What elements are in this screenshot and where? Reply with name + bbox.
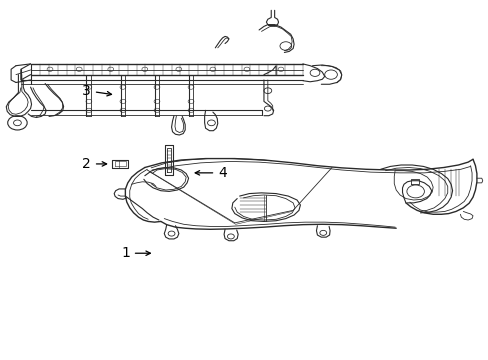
Text: 2: 2 [82,157,106,171]
Text: 4: 4 [195,166,226,180]
Text: 3: 3 [82,84,111,98]
Text: 1: 1 [121,246,150,260]
